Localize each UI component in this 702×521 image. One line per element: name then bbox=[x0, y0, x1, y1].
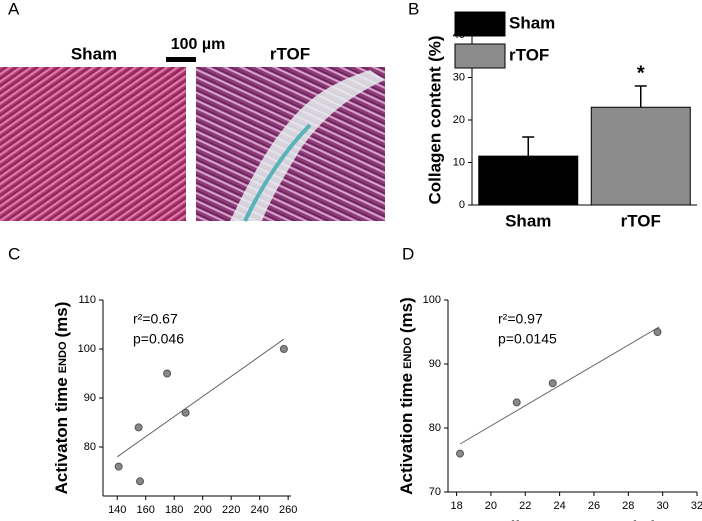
x-tick-label: 260 bbox=[279, 504, 297, 516]
x-tick-label: 20 bbox=[485, 500, 497, 512]
x-tick-label: 160 bbox=[137, 504, 155, 516]
panel-label: C bbox=[8, 244, 20, 263]
scale-bar bbox=[166, 57, 196, 62]
y-tick-label: 10 bbox=[453, 156, 465, 168]
y-tick-label: 30 bbox=[453, 71, 465, 83]
x-tick-label: 140 bbox=[108, 504, 126, 516]
scale-bar-label: 100 µm bbox=[171, 36, 226, 53]
point bbox=[181, 408, 190, 417]
y-axis-label-main: Activaton time bbox=[52, 377, 71, 494]
panel-label: A bbox=[8, 0, 20, 18]
panel-label: B bbox=[408, 0, 419, 18]
x-tick-label: 28 bbox=[622, 500, 634, 512]
x-tick-label: 30 bbox=[657, 500, 669, 512]
stat-annotation: p=0.0145 bbox=[498, 331, 557, 347]
y-axis-label: Activaton time ENDO (ms) bbox=[52, 302, 71, 495]
point bbox=[114, 462, 123, 471]
bar bbox=[590, 106, 691, 206]
point bbox=[653, 328, 662, 336]
y-tick-label: 20 bbox=[453, 114, 465, 126]
point bbox=[136, 477, 145, 486]
y-axis-label-unit: (ms) bbox=[52, 302, 71, 338]
point bbox=[512, 398, 521, 407]
stat-annotation: r²=0.67 bbox=[133, 311, 178, 327]
x-tick-label: 180 bbox=[165, 504, 183, 516]
x-tick-label: Sham bbox=[505, 211, 551, 230]
point bbox=[548, 379, 557, 388]
point bbox=[163, 369, 172, 378]
collagen-stain bbox=[243, 123, 312, 222]
legend-label: Sham bbox=[509, 13, 555, 32]
point bbox=[456, 449, 465, 458]
legend-swatch bbox=[454, 11, 506, 37]
y-axis-label-subscript: ENDO bbox=[57, 341, 69, 373]
x-tick-label: 18 bbox=[450, 500, 462, 512]
x-tick-label: 24 bbox=[553, 500, 565, 512]
x-axis-label: Collagen content (%) bbox=[488, 517, 657, 521]
point bbox=[134, 423, 143, 432]
y-axis-label-subscript: ENDO bbox=[402, 337, 414, 369]
image-label: Sham bbox=[71, 44, 117, 63]
y-tick-label: 70 bbox=[429, 486, 441, 498]
image-label: rTOF bbox=[270, 44, 310, 63]
point bbox=[279, 345, 288, 353]
stat-annotation: r²=0.97 bbox=[498, 311, 543, 327]
y-axis-label: Collagen content (%) bbox=[425, 35, 444, 204]
y-axis-label-unit: (ms) bbox=[397, 297, 416, 333]
collagen-region bbox=[230, 70, 385, 221]
stat-annotation: p=0.046 bbox=[133, 331, 184, 347]
y-tick-label: 90 bbox=[84, 392, 96, 404]
y-axis-label-main: Activation time bbox=[397, 373, 416, 495]
y-tick-label: 110 bbox=[78, 294, 96, 306]
histology-sham bbox=[0, 67, 186, 221]
significance: * bbox=[637, 62, 645, 84]
fit-line bbox=[116, 338, 285, 458]
x-tick-label: 22 bbox=[519, 500, 531, 512]
x-tick-label: 26 bbox=[588, 500, 600, 512]
y-tick-label: 0 bbox=[459, 199, 465, 211]
y-tick-label: 80 bbox=[84, 441, 96, 453]
x-tick-label: 200 bbox=[194, 504, 212, 516]
fit-line bbox=[459, 326, 660, 445]
legend-swatch bbox=[454, 43, 506, 69]
legend-label: rTOF bbox=[509, 45, 549, 64]
y-tick-label: 90 bbox=[429, 358, 441, 370]
x-tick-label: 32 bbox=[691, 500, 702, 512]
error-bar bbox=[634, 85, 647, 108]
bar bbox=[478, 155, 579, 206]
error-bar bbox=[522, 136, 535, 157]
panel-label: D bbox=[402, 244, 414, 263]
y-tick-label: 100 bbox=[78, 343, 96, 355]
x-tick-label: 220 bbox=[222, 504, 240, 516]
x-tick-label: rTOF bbox=[621, 211, 661, 230]
x-tick-label: 240 bbox=[250, 504, 268, 516]
y-tick-label: 80 bbox=[429, 422, 441, 434]
y-tick-label: 100 bbox=[423, 294, 441, 306]
y-axis-label: Activation time ENDO (ms) bbox=[397, 297, 416, 495]
